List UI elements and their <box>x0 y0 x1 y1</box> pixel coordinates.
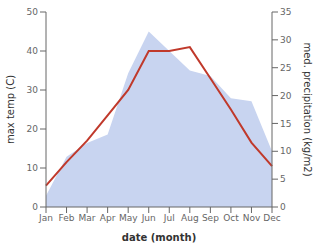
svg-text:0: 0 <box>32 202 38 212</box>
svg-text:20: 20 <box>27 124 39 134</box>
svg-text:Feb: Feb <box>59 213 75 223</box>
svg-text:Jan: Jan <box>38 213 53 223</box>
svg-text:40: 40 <box>27 46 39 56</box>
svg-text:Jul: Jul <box>163 213 175 223</box>
svg-text:15: 15 <box>280 119 291 129</box>
svg-text:20: 20 <box>280 91 292 101</box>
svg-text:50: 50 <box>27 7 39 17</box>
svg-text:Jun: Jun <box>141 213 156 223</box>
svg-text:Oct: Oct <box>223 213 239 223</box>
svg-text:Aug: Aug <box>181 213 199 223</box>
svg-text:0: 0 <box>280 202 286 212</box>
svg-text:May: May <box>119 213 138 223</box>
svg-text:30: 30 <box>27 85 39 95</box>
svg-text:Mar: Mar <box>79 213 96 223</box>
svg-text:30: 30 <box>280 35 292 45</box>
svg-text:date (month): date (month) <box>122 232 196 243</box>
svg-text:max temp (C): max temp (C) <box>8 75 16 144</box>
svg-text:Sep: Sep <box>202 213 219 223</box>
svg-text:5: 5 <box>280 174 286 184</box>
svg-text:10: 10 <box>280 146 292 156</box>
svg-text:med. precipitation (kg/m2): med. precipitation (kg/m2) <box>302 42 310 176</box>
svg-text:Dec: Dec <box>263 213 280 223</box>
svg-text:Apr: Apr <box>100 213 116 223</box>
svg-text:35: 35 <box>280 7 291 17</box>
svg-text:25: 25 <box>280 63 291 73</box>
svg-text:Nov: Nov <box>243 213 261 223</box>
svg-text:10: 10 <box>27 163 39 173</box>
